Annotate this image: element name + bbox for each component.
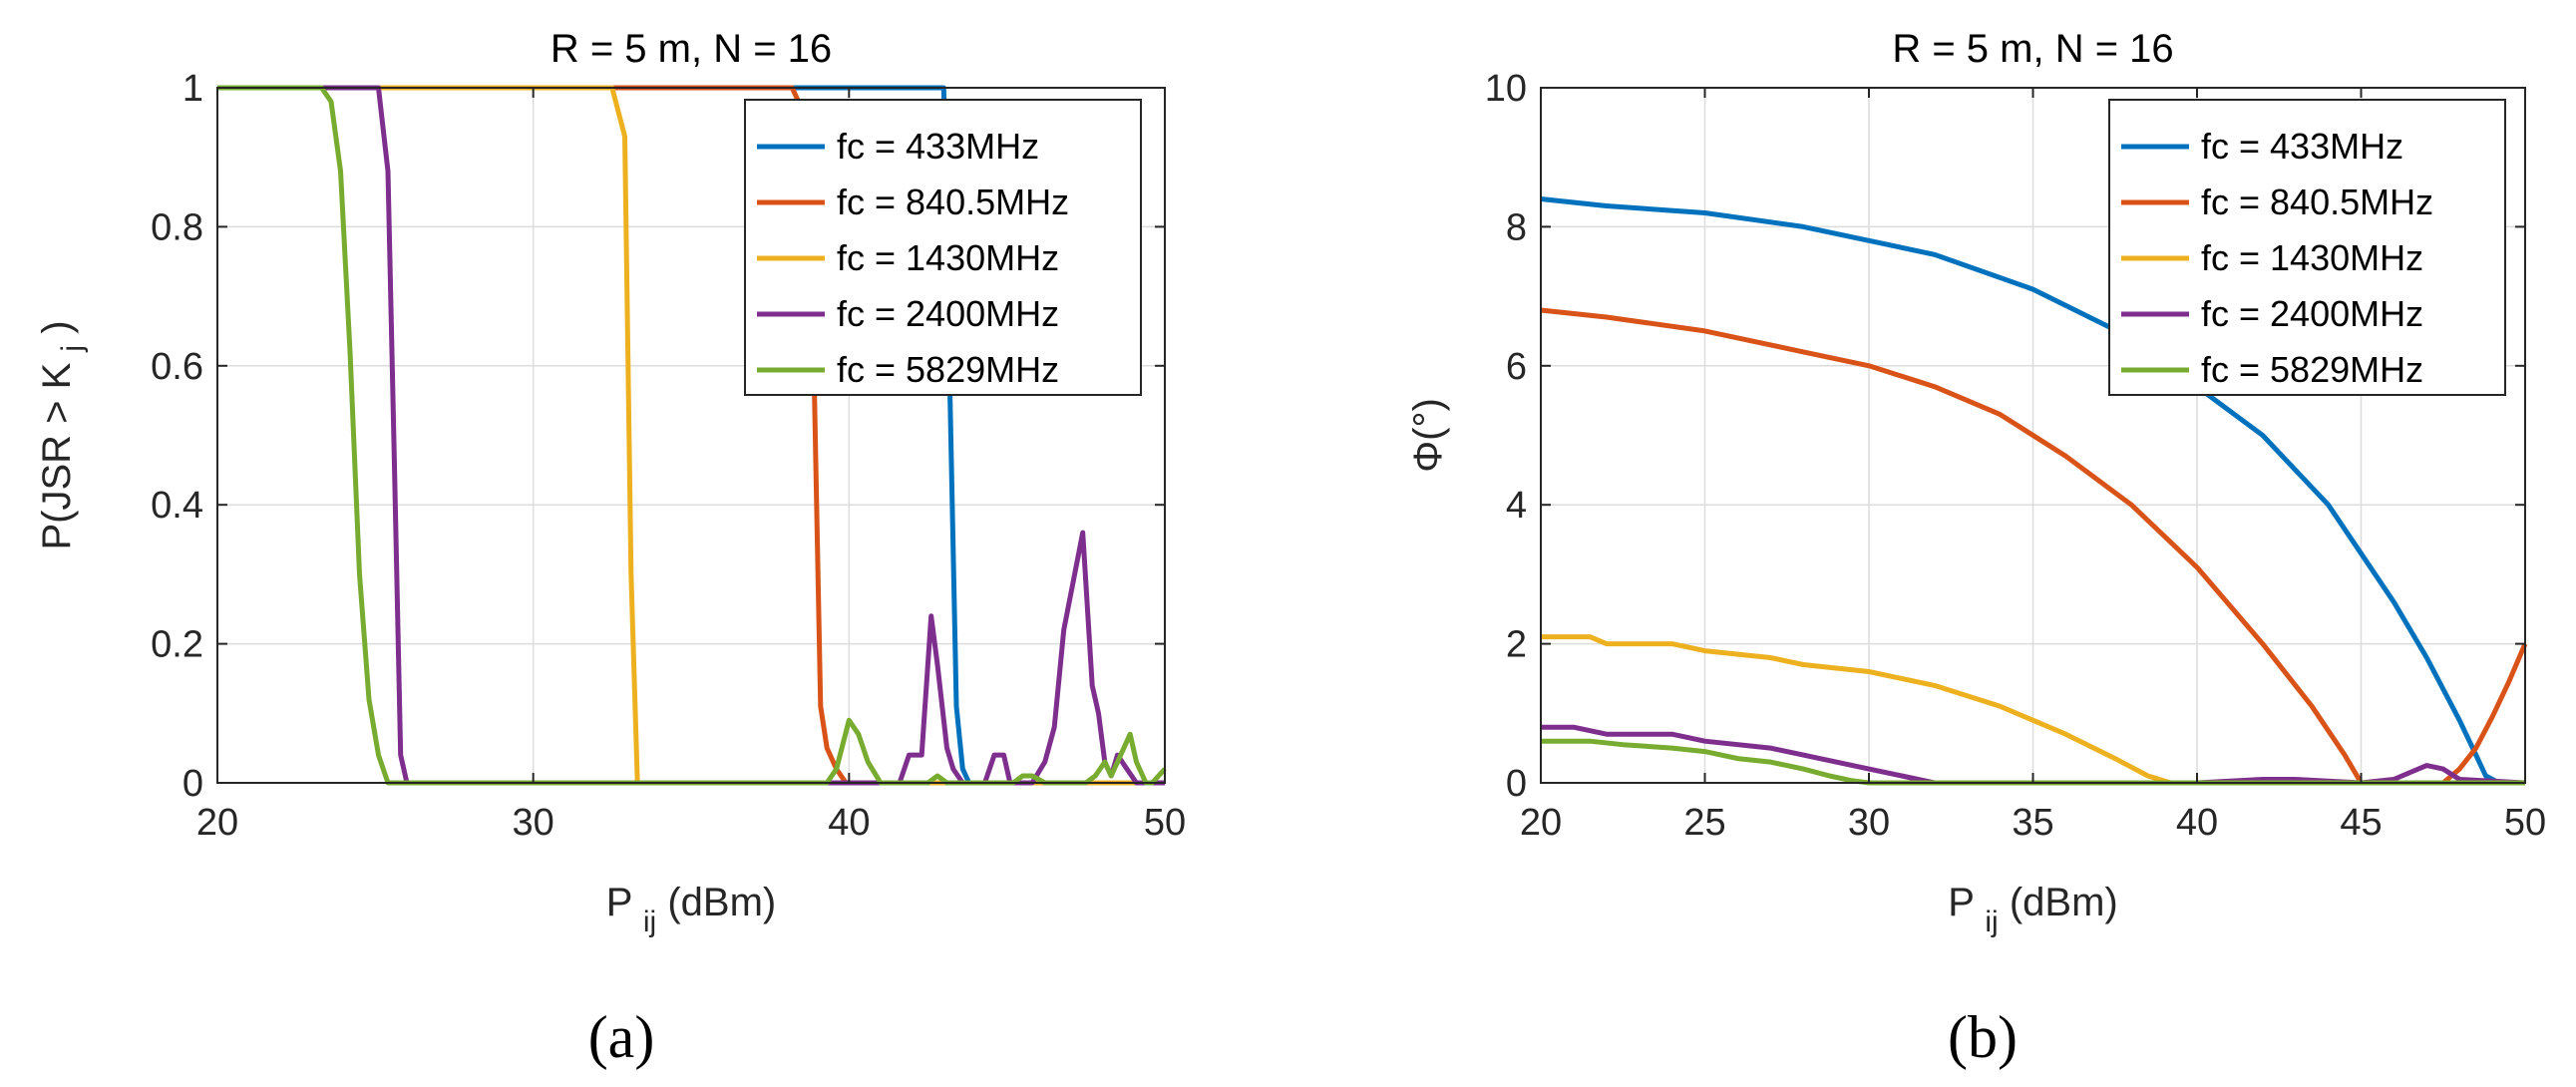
panel-b-xtick-label: 20 [1520,802,1562,844]
panel-b-ytick-label: 0 [1506,763,1527,805]
panel-a-legend-label: fc = 433MHz [837,126,1039,167]
panel-a-ylabel-rest: ) [35,320,79,333]
panel-b-xtick-label: 25 [1683,802,1725,844]
panel-b-ytick-label: 2 [1506,624,1527,666]
caption-a-text: (a) [588,1004,655,1070]
panel-b-xtick-label: 30 [1848,802,1890,844]
panel-a-ytick-label: 0 [183,763,203,805]
panel-a-ytick-label: 0.2 [151,624,203,666]
panel-b-ticks: 20 25 30 35 40 45 50 0 2 4 6 8 10 [1485,68,2546,844]
panel-b-xtick-label: 35 [2012,802,2053,844]
panel-b-ytick-label: 6 [1506,346,1527,388]
panel-b-series-line-1 [1540,196,2525,786]
panel-a-xlabel-sub: ij [643,906,656,938]
panel-a-xlabel-rest: (dBm) [667,881,776,924]
caption-b: (b) [1948,1004,2018,1070]
panel-a-legend-label: fc = 1430MHz [837,237,1059,278]
panel-a-ticks: 20 30 40 50 0 0.2 0.4 0.6 0.8 1 [151,68,1186,844]
panel-b-series-line-5 [1541,738,2525,786]
panel-b-ylabel-main: Φ(°) [1406,398,1450,473]
panel-b-xlabel-main: P [1948,881,1974,924]
panel-b-ytick-label: 10 [1485,68,1527,110]
panel-b-legend-label: fc = 5829MHz [2201,349,2423,390]
caption-b-text: (b) [1948,1004,2018,1070]
panel-a-legend-label: fc = 840.5MHz [837,181,1069,222]
panel-a-legend-label: fc = 2400MHz [837,293,1059,334]
panel-a-xtick-label: 50 [1144,802,1186,844]
panel-b-ylabel: Φ(°) [1406,398,1450,473]
panel-b-series-line-3 [1541,634,2525,786]
panel-a-ylabel-sub: j [56,345,89,353]
panel-a-ylabel-main: P(JSR > K [35,362,79,549]
panel-b-ytick-label: 4 [1506,485,1527,527]
panel-b-legend: fc = 433MHz fc = 840.5MHz fc = 1430MHz fc =… [2108,99,2506,396]
panel-a-xlabel: P ij (dBm) [606,881,776,940]
panel-a-ytick-label: 0.6 [151,346,203,388]
panel-a-ytick-label: 0.8 [151,206,203,248]
panel-b-legend-label: fc = 1430MHz [2201,237,2423,278]
caption-a: (a) [588,1004,655,1070]
panel-a-ytick-label: 0.4 [151,485,203,527]
panel-b-xlabel-sub: ij [1985,906,1998,938]
panel-b-xtick-label: 50 [2504,802,2546,844]
panel-b-series [1540,196,2528,786]
panel-a-axes-frame [216,87,1166,784]
panel-a-legend: fc = 433MHz fc = 840.5MHz fc = 1430MHz fc =… [744,99,1142,396]
panel-a-ylabel: P(JSR > K j ) [35,320,91,549]
panel-b-xlabel: P ij (dBm) [1948,881,2117,940]
panel-a-xtick-label: 20 [196,802,238,844]
panel-a-series-line-5 [217,85,1167,786]
panel-b: 20 25 30 35 40 45 50 0 2 4 6 8 10 R = 5 m, N = 16 P … [1406,27,2546,940]
panel-b-legend-label: fc = 840.5MHz [2201,181,2433,222]
panel-a-legend-label: fc = 5829MHz [837,349,1059,390]
panel-a-ytick-label: 1 [183,68,203,110]
panel-a-xtick-label: 40 [828,802,870,844]
panel-b-legend-label: fc = 433MHz [2201,126,2403,167]
panel-b-legend-label: fc = 2400MHz [2201,293,2423,334]
panel-a: 20 30 40 50 0 0.2 0.4 0.6 0.8 1 R = 5 m, N = 16 P… [35,27,1186,940]
panel-b-title: R = 5 m, N = 16 [1892,27,2173,71]
panel-a-xtick-label: 30 [513,802,554,844]
panel-b-xtick-label: 45 [2340,802,2382,844]
panel-b-ytick-label: 8 [1506,206,1527,248]
panel-b-series-line-2 [1540,307,2528,786]
panel-b-xtick-label: 40 [2176,802,2218,844]
panel-a-title: R = 5 m, N = 16 [551,27,832,71]
panel-b-xlabel-rest: (dBm) [2010,881,2118,924]
panel-a-xlabel-main: P [606,881,632,924]
